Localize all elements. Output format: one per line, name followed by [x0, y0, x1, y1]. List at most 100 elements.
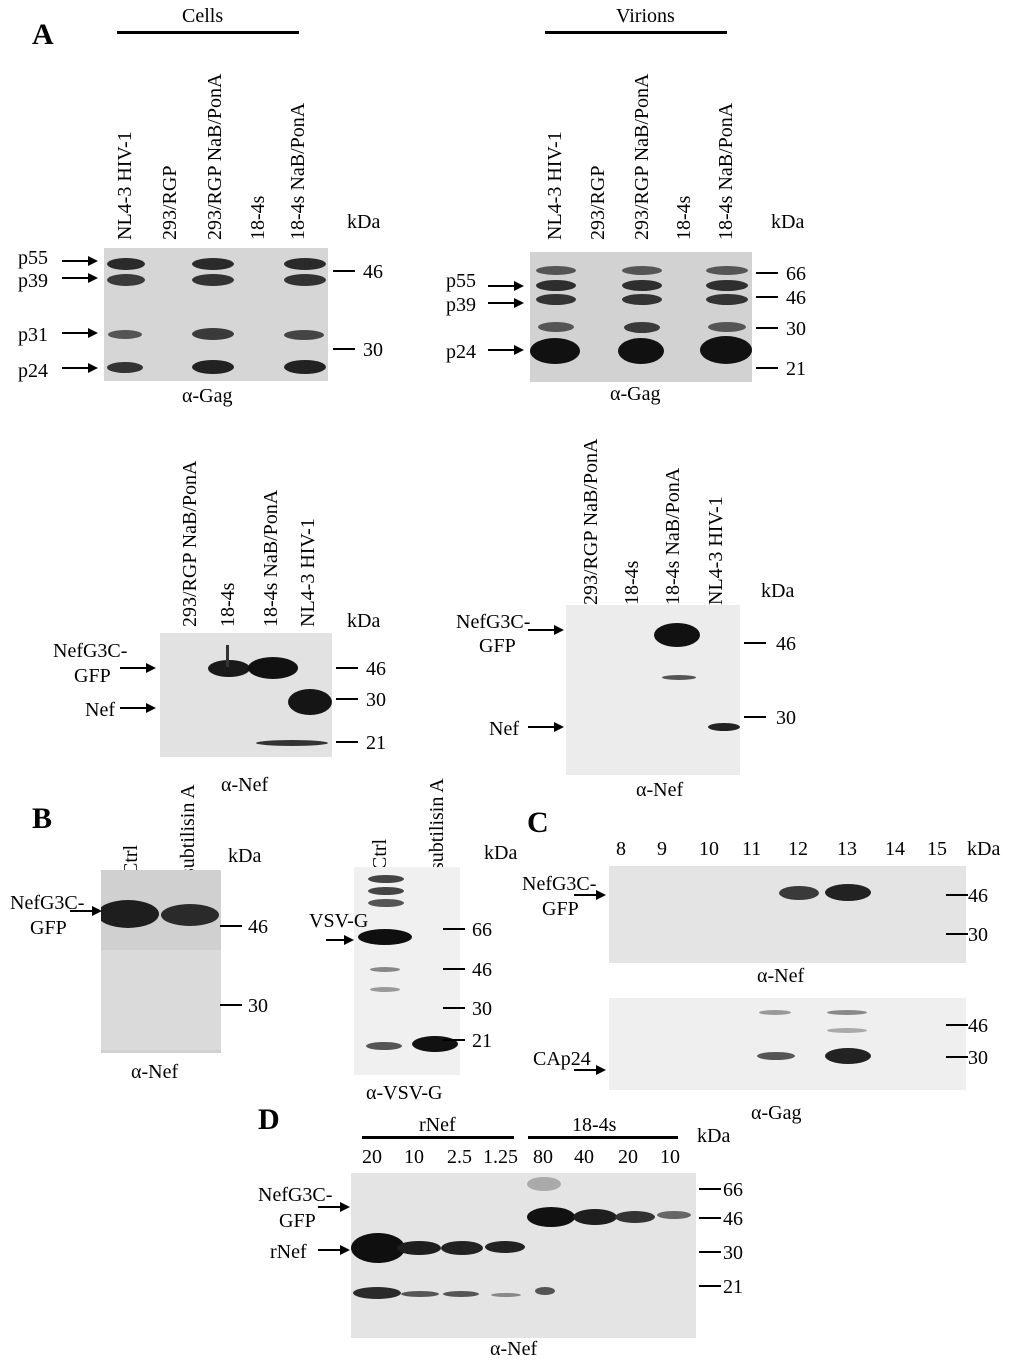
antibody-label: α-Nef: [636, 779, 684, 801]
marker-label: 66: [472, 919, 492, 941]
marker-tick: [756, 296, 778, 298]
marker-tick: [443, 968, 465, 970]
lane-label: 18-4s NaB/PonA: [662, 467, 684, 605]
amount-label: 1.25: [483, 1146, 518, 1168]
amount-label: 20: [618, 1146, 638, 1168]
marker-tick: [699, 1251, 721, 1253]
marker-label: 46: [776, 633, 796, 655]
western-blot-b1: [101, 870, 221, 1053]
band-label: NefG3C-: [456, 611, 531, 633]
marker-label: 21: [472, 1030, 492, 1052]
kda-label: kDa: [347, 610, 381, 632]
marker-label: 21: [366, 732, 386, 754]
marker-tick: [756, 272, 778, 274]
band-label: p24: [18, 360, 48, 382]
lane-label: 18-4s NaB/PonA: [287, 102, 309, 240]
marker-label: 30: [968, 1047, 988, 1069]
arrow-icon: [574, 890, 606, 900]
amount-label: 2.5: [447, 1146, 472, 1168]
marker-label: 66: [786, 263, 806, 285]
marker-tick: [744, 642, 766, 644]
marker-label: 21: [723, 1276, 743, 1298]
band-label: GFP: [279, 1210, 316, 1232]
arrow-icon: [70, 906, 102, 916]
band-label: p24: [446, 341, 476, 363]
lane-label: NL4-3 HIV-1: [114, 131, 136, 240]
band-label: NefG3C-: [10, 892, 85, 914]
arrow-icon: [318, 1245, 350, 1255]
fraction-label: 15: [927, 838, 947, 860]
marker-tick: [333, 348, 355, 350]
western-blot-a3: [160, 633, 332, 757]
fraction-label: 14: [885, 838, 905, 860]
band-label: Nef: [489, 718, 519, 740]
panel-label-c: C: [527, 806, 549, 839]
arrow-icon: [326, 935, 354, 945]
lane-label: 293/RGP NaB/PonA: [204, 73, 226, 240]
virions-rule: [545, 31, 727, 34]
western-blot-c-top: [609, 866, 966, 963]
western-blot-a2: [530, 252, 752, 382]
marker-tick: [333, 270, 355, 272]
marker-tick: [756, 367, 778, 369]
fraction-label: 10: [699, 838, 719, 860]
marker-tick: [443, 1039, 465, 1041]
marker-tick: [220, 925, 242, 927]
marker-label: 46: [366, 658, 386, 680]
marker-label: 66: [723, 1179, 743, 1201]
lane-label: 18-4s: [621, 560, 643, 605]
arrow-icon: [528, 625, 564, 635]
band-label: NefG3C-: [258, 1184, 333, 1206]
marker-tick: [443, 1007, 465, 1009]
antibody-label: α-Nef: [490, 1338, 538, 1360]
lane-label: 293/RGP NaB/PonA: [580, 438, 602, 605]
lane-label: 18-4s NaB/PonA: [715, 102, 737, 240]
cells-header: Cells: [182, 5, 224, 27]
marker-tick: [699, 1285, 721, 1287]
lane-label: 293/RGP NaB/PonA: [631, 73, 653, 240]
kda-label: kDa: [228, 845, 262, 867]
band-label: NefG3C-: [53, 640, 128, 662]
group-rule-18-4s: [528, 1136, 678, 1139]
band-label: p55: [18, 247, 48, 269]
band-label: p31: [18, 324, 48, 346]
band-label: GFP: [542, 898, 579, 920]
amount-label: 10: [404, 1146, 424, 1168]
panel-label-d: D: [258, 1103, 280, 1136]
kda-label: kDa: [484, 842, 518, 864]
lane-label: 18-4s: [217, 582, 239, 627]
group-rule-rnef: [362, 1136, 514, 1139]
western-blot-c-bottom: [609, 998, 966, 1090]
virions-header: Virions: [616, 5, 675, 27]
kda-label: kDa: [347, 211, 381, 233]
marker-label: 30: [248, 995, 268, 1017]
arrow-icon: [120, 703, 156, 713]
amount-label: 80: [533, 1146, 553, 1168]
arrow-icon: [488, 298, 524, 308]
marker-label: 46: [472, 959, 492, 981]
fraction-label: 8: [616, 838, 626, 860]
band-label: p55: [446, 270, 476, 292]
marker-label: 30: [366, 689, 386, 711]
arrow-icon: [62, 328, 98, 338]
amount-label: 10: [660, 1146, 680, 1168]
band-label: GFP: [479, 635, 516, 657]
fraction-label: 13: [837, 838, 857, 860]
marker-tick: [946, 1056, 968, 1058]
amount-label: 40: [574, 1146, 594, 1168]
band-label: GFP: [74, 665, 111, 687]
marker-tick: [336, 741, 358, 743]
arrow-icon: [574, 1065, 606, 1075]
fraction-label: 11: [742, 838, 762, 860]
band-label: NefG3C-: [522, 873, 597, 895]
cells-rule: [117, 31, 299, 34]
antibody-label: α-VSV-G: [366, 1082, 443, 1104]
marker-tick: [946, 933, 968, 935]
marker-label: 46: [248, 916, 268, 938]
panel-label-a: A: [32, 18, 54, 51]
marker-tick: [744, 716, 766, 718]
marker-tick: [946, 1024, 968, 1026]
western-blot-a1: [104, 248, 328, 381]
group-label-rnef: rNef: [419, 1114, 456, 1136]
marker-tick: [443, 928, 465, 930]
